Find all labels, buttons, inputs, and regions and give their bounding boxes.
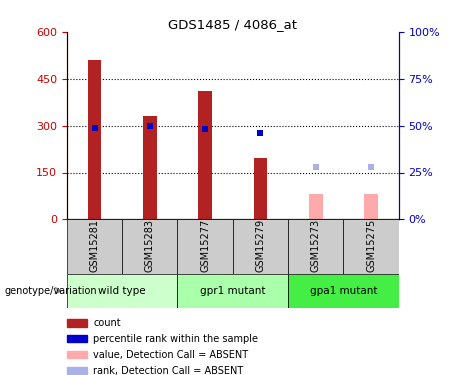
Text: GSM15273: GSM15273	[311, 219, 321, 272]
Text: percentile rank within the sample: percentile rank within the sample	[93, 334, 258, 344]
Text: gpr1 mutant: gpr1 mutant	[200, 286, 266, 296]
Bar	[67, 319, 87, 327]
Bar	[67, 274, 177, 308]
Bar	[309, 194, 323, 219]
Bar	[254, 158, 267, 219]
Bar	[177, 274, 288, 308]
Bar	[364, 194, 378, 219]
Bar	[233, 219, 288, 274]
Bar	[143, 116, 157, 219]
Text: GSM15277: GSM15277	[200, 219, 210, 272]
Text: gpa1 mutant: gpa1 mutant	[310, 286, 377, 296]
Text: genotype/variation: genotype/variation	[5, 286, 97, 296]
Text: value, Detection Call = ABSENT: value, Detection Call = ABSENT	[93, 350, 248, 360]
Bar	[122, 219, 177, 274]
Bar	[88, 60, 101, 219]
Bar	[288, 219, 343, 274]
Bar	[177, 219, 233, 274]
Text: GSM15281: GSM15281	[89, 219, 100, 272]
Text: wild type: wild type	[98, 286, 146, 296]
Bar	[67, 351, 87, 358]
Bar	[67, 335, 87, 342]
Text: GSM15283: GSM15283	[145, 219, 155, 272]
Bar	[343, 219, 399, 274]
Title: GDS1485 / 4086_at: GDS1485 / 4086_at	[168, 18, 297, 31]
Text: count: count	[93, 318, 121, 328]
Bar	[288, 274, 399, 308]
Bar	[67, 367, 87, 374]
Bar	[67, 219, 122, 274]
Text: rank, Detection Call = ABSENT: rank, Detection Call = ABSENT	[93, 366, 243, 375]
Text: GSM15275: GSM15275	[366, 219, 376, 272]
Bar	[198, 91, 212, 219]
Text: GSM15279: GSM15279	[255, 219, 266, 272]
